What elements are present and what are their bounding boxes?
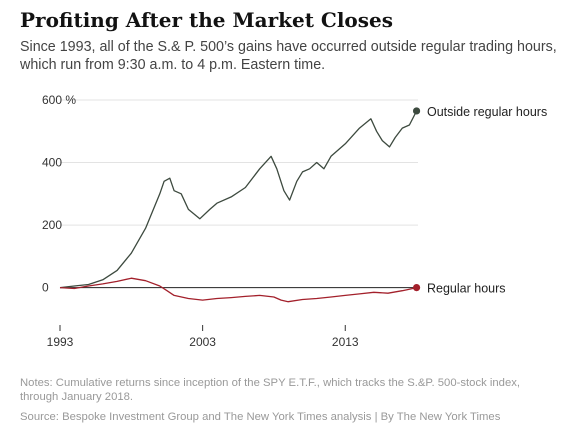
chart-subtitle: Since 1993, all of the S.& P. 500’s gain…: [20, 39, 557, 73]
series-label-outside-regular-hours: Outside regular hours: [427, 105, 547, 119]
chart-source: Source: Bespoke Investment Group and The…: [20, 411, 501, 423]
series-end-dot-regular-hours: [412, 284, 421, 292]
series-label-regular-hours: Regular hours: [427, 282, 506, 296]
y-tick-label: 0: [42, 281, 49, 295]
x-tick-label: 2013: [332, 335, 359, 349]
series-end-labels: Outside regular hours Regular hours: [427, 105, 547, 296]
y-tick-label: 600 %: [42, 93, 76, 107]
x-tick-label: 2003: [189, 335, 216, 349]
y-axis-tick-labels: 0 200 400 600 %: [42, 93, 76, 295]
x-axis-ticks: 1993 2003 2013: [47, 325, 359, 349]
chart-title: Profiting After the Market Closes: [20, 8, 393, 32]
y-tick-label: 200: [42, 218, 62, 232]
y-tick-label: 400: [42, 156, 62, 170]
series-lines: [59, 107, 421, 303]
chart-notes: Notes: Cumulative returns since inceptio…: [20, 377, 521, 403]
x-tick-label: 1993: [47, 335, 74, 349]
grid-lines: [60, 99, 418, 289]
series-end-dot-outside-regular-hours: [412, 107, 421, 115]
series-line-regular-hours: [59, 277, 417, 303]
series-line-outside-regular-hours: [59, 110, 418, 289]
